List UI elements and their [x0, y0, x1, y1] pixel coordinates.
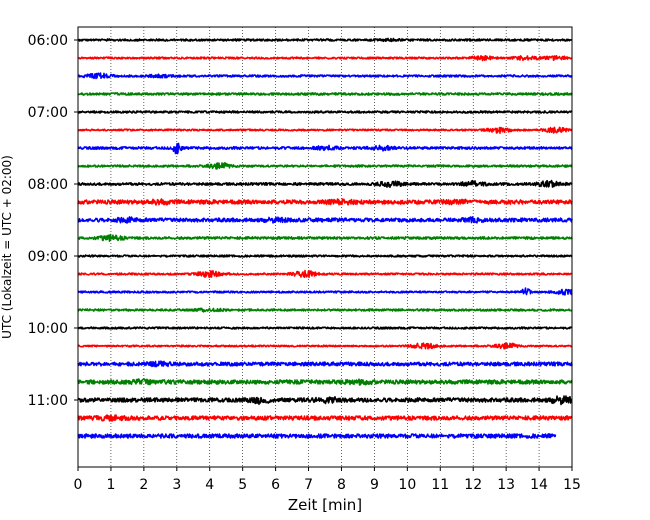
- x-tick-label: 1: [106, 477, 115, 493]
- x-tick-label: 13: [497, 477, 515, 493]
- seismogram-trace: [77, 37, 573, 43]
- x-tick-label: 2: [139, 477, 148, 493]
- x-tick-label: 5: [238, 477, 247, 493]
- seismogram-trace: [77, 179, 573, 188]
- seismogram-trace: [77, 269, 573, 279]
- grid-lines: [110, 27, 540, 467]
- x-tick-label: 12: [464, 477, 482, 493]
- x-tick-label: 7: [304, 477, 313, 493]
- seismogram-traces: [77, 37, 573, 439]
- x-tick-label: 4: [205, 477, 214, 493]
- y-tick-label: 09:00: [28, 249, 68, 265]
- seismogram-trace: [77, 142, 573, 155]
- y-tick-label: 08:00: [28, 177, 68, 193]
- y-tick-label: 07:00: [28, 105, 68, 121]
- seismogram-trace: [77, 72, 573, 80]
- y-tick-label: 11:00: [28, 393, 68, 409]
- y-tick-label: 10:00: [28, 321, 68, 337]
- seismogram-trace: [77, 216, 573, 224]
- x-tick-label: 15: [563, 477, 581, 493]
- x-tick-label: 0: [74, 477, 83, 493]
- x-axis-label: Zeit [min]: [288, 496, 362, 514]
- seismogram-trace: [77, 92, 573, 96]
- y-tick-label: 06:00: [28, 33, 68, 49]
- seismogram-trace: [77, 307, 573, 313]
- seismogram-trace: [77, 378, 573, 386]
- x-tick-label: 9: [370, 477, 379, 493]
- seismogram-trace: [77, 414, 573, 422]
- x-tick-label: 3: [172, 477, 181, 493]
- seismogram-trace: [77, 54, 573, 62]
- x-tick-label: 14: [530, 477, 548, 493]
- x-axis-ticks: 0 1 2 3 4 5 6 7 8 9 10 11 12 13 14 15: [74, 467, 581, 493]
- plot-frame: [77, 26, 573, 468]
- seismogram-trace: [77, 126, 573, 134]
- y-axis-label: UTC (Lokalzeit = UTC + 02:00): [0, 155, 14, 339]
- seismogram-trace: [77, 198, 573, 206]
- x-tick-label: 10: [398, 477, 416, 493]
- x-tick-label: 11: [431, 477, 449, 493]
- seismogram-trace: [77, 433, 557, 439]
- x-tick-label: 6: [271, 477, 280, 493]
- seismogram-trace: [77, 360, 573, 368]
- seismogram-trace: [77, 162, 573, 170]
- x-tick-label: 8: [337, 477, 346, 493]
- seismogram-trace: [77, 326, 573, 330]
- seismogram-trace: [77, 233, 573, 242]
- y-axis-ticks: 06:00 07:00 08:00 09:00 10:00 11:00: [28, 33, 78, 409]
- seismogram-trace: [77, 110, 573, 114]
- seismogram-trace: [77, 395, 573, 406]
- seismogram-trace: [77, 254, 573, 258]
- seismogram-trace: [77, 342, 573, 350]
- seismogram-trace: [77, 287, 573, 296]
